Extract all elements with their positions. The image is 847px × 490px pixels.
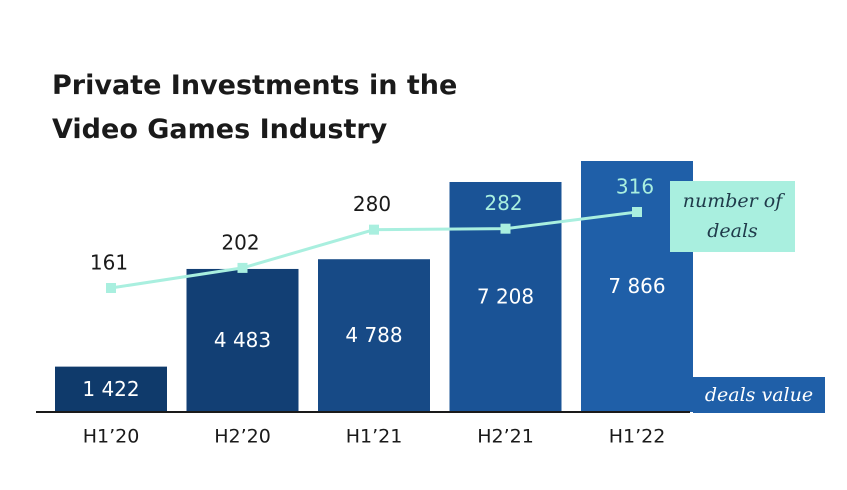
x-tick-label: H1’20 [83, 426, 140, 448]
chart-title: Private Investments in the Video Games I… [52, 70, 458, 145]
bar-value-label: 4 483 [214, 328, 271, 352]
line-marker [500, 223, 511, 234]
bar [55, 366, 167, 412]
line-marker [369, 224, 379, 235]
x-tick-label: H2’21 [477, 426, 534, 448]
bar-value-label: 7 208 [477, 284, 534, 308]
bar [318, 259, 430, 412]
line-value-label: 280 [353, 192, 391, 216]
bar-value-label: 4 788 [345, 323, 402, 347]
bar [449, 181, 562, 412]
x-tick-label: H1’21 [346, 426, 403, 448]
legend-bar: deals value [693, 377, 825, 413]
line-marker [106, 283, 116, 293]
line-value-label: 316 [616, 175, 654, 199]
legend-line: number of deals [670, 181, 795, 252]
line-value-label: 161 [90, 251, 128, 275]
line-marker [632, 207, 642, 217]
bar-value-label: 1 422 [82, 377, 139, 401]
x-tick-label: H1’22 [609, 426, 666, 448]
line-value-label: 282 [484, 191, 522, 215]
line-value-label: 202 [221, 230, 259, 254]
x-tick-label: H2’20 [214, 426, 271, 448]
line-marker [237, 262, 248, 273]
bar-value-label: 7 866 [608, 274, 665, 298]
bar [186, 268, 299, 412]
